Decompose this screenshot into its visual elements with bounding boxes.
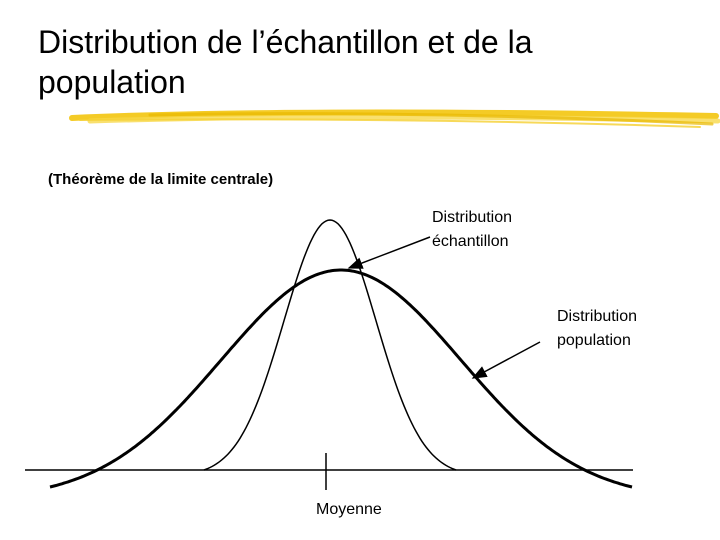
label: Distribution xyxy=(432,209,512,226)
highlight xyxy=(69,109,720,128)
label: échantillon xyxy=(432,233,509,250)
label: population xyxy=(557,332,631,349)
population-curve xyxy=(49,268,633,489)
label: Distribution xyxy=(557,308,637,325)
sample-curve xyxy=(203,219,457,471)
arrow xyxy=(347,236,431,269)
subtitle: (Théorème de la limite centrale) xyxy=(48,171,273,188)
label: Moyenne xyxy=(316,501,382,518)
arrow xyxy=(471,341,541,379)
title: Distribution de l’échantillon et de la p… xyxy=(38,24,533,100)
